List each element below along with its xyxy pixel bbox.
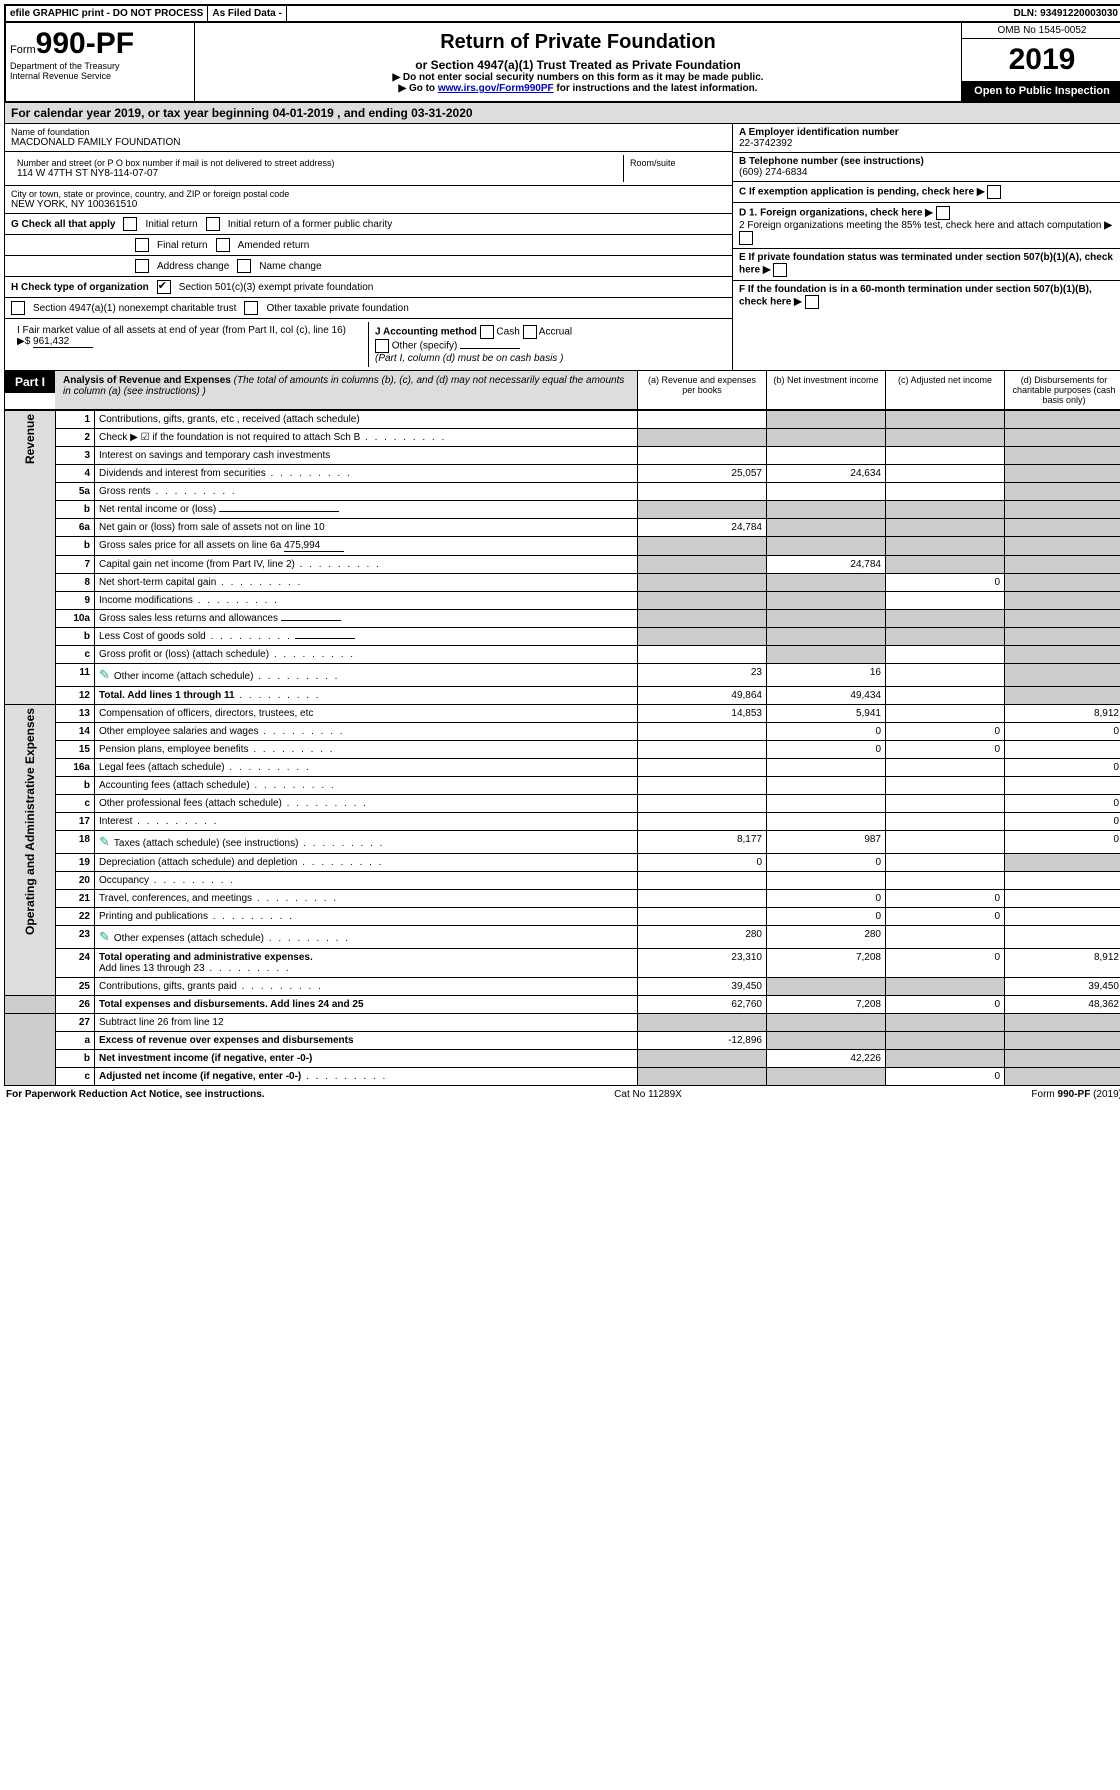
footer: For Paperwork Reduction Act Notice, see … — [4, 1086, 1120, 1103]
cb-e[interactable] — [773, 263, 787, 277]
attach-icon[interactable]: ✎ — [99, 667, 110, 682]
instr-1: ▶ Do not enter social security numbers o… — [199, 72, 957, 83]
cb-accrual[interactable] — [523, 325, 537, 339]
footer-mid: Cat No 11289X — [614, 1089, 682, 1100]
col-c: (c) Adjusted net income — [885, 371, 1004, 409]
d1-label: D 1. Foreign organizations, check here — [739, 208, 922, 219]
cb-address-change[interactable] — [135, 259, 149, 273]
form-header: Form990-PF Department of the Treasury In… — [4, 23, 1120, 103]
form-number: 990-PF — [36, 27, 134, 60]
j-note: (Part I, column (d) must be on cash basi… — [375, 353, 563, 364]
form-subtitle: or Section 4947(a)(1) Trust Treated as P… — [199, 58, 957, 72]
e-label: E If private foundation status was termi… — [739, 252, 1113, 276]
top-bar: efile GRAPHIC print - DO NOT PROCESS As … — [4, 4, 1120, 23]
h-label: H Check type of organization — [11, 282, 149, 293]
efile-label: efile GRAPHIC print - DO NOT PROCESS — [6, 6, 208, 21]
cb-d1[interactable] — [936, 206, 950, 220]
room-label: Room/suite — [630, 158, 720, 168]
form-title: Return of Private Foundation — [199, 31, 957, 54]
ein: 22-3742392 — [739, 138, 792, 149]
d2-label: 2 Foreign organizations meeting the 85% … — [739, 220, 1101, 231]
omb-number: OMB No 1545-0052 — [962, 23, 1120, 39]
info-section: Name of foundation MACDONALD FAMILY FOUN… — [4, 124, 1120, 371]
tax-year: 2019 — [962, 39, 1120, 81]
foundation-name: MACDONALD FAMILY FOUNDATION — [11, 137, 726, 148]
part1-label: Part I — [5, 371, 55, 393]
asfiled-label: As Filed Data - — [208, 6, 286, 21]
instr-2-post: for instructions and the latest informat… — [554, 83, 758, 94]
attach-icon[interactable]: ✎ — [99, 929, 110, 944]
i-value: 961,432 — [33, 336, 93, 348]
revenue-label: Revenue — [23, 414, 37, 464]
cb-amended[interactable] — [216, 238, 230, 252]
footer-left: For Paperwork Reduction Act Notice, see … — [6, 1089, 265, 1100]
calendar-year: For calendar year 2019, or tax year begi… — [4, 103, 1120, 124]
attach-icon[interactable]: ✎ — [99, 834, 110, 849]
dln-label: DLN: 93491220003030 — [1009, 6, 1120, 21]
cb-cash[interactable] — [480, 325, 494, 339]
cb-name-change[interactable] — [237, 259, 251, 273]
cb-f[interactable] — [805, 295, 819, 309]
irs-link[interactable]: www.irs.gov/Form990PF — [438, 83, 554, 94]
dept-line1: Department of the Treasury — [10, 61, 190, 71]
foundation-city: NEW YORK, NY 100361510 — [11, 199, 726, 210]
b-label: B Telephone number (see instructions) — [739, 156, 924, 167]
expenses-label: Operating and Administrative Expenses — [23, 708, 37, 935]
c-label: C If exemption application is pending, c… — [739, 187, 974, 198]
cb-4947[interactable] — [11, 301, 25, 315]
form-prefix: Form — [10, 44, 36, 56]
col-d: (d) Disbursements for charitable purpose… — [1004, 371, 1120, 409]
col-a: (a) Revenue and expenses per books — [637, 371, 766, 409]
part1-header: Part I Analysis of Revenue and Expenses … — [4, 371, 1120, 410]
foundation-addr: 114 W 47TH ST NY8-114-07-07 — [17, 168, 617, 179]
part1-title: Analysis of Revenue and Expenses — [63, 375, 231, 386]
f-label: F If the foundation is in a 60-month ter… — [739, 284, 1092, 308]
part1-table: Revenue 1Contributions, gifts, grants, e… — [4, 410, 1120, 1086]
instr-2-pre: ▶ Go to — [398, 83, 437, 94]
dept-line2: Internal Revenue Service — [10, 71, 190, 81]
cb-initial-return[interactable] — [123, 217, 137, 231]
name-label: Name of foundation — [11, 127, 726, 137]
cb-501c3[interactable] — [157, 280, 171, 294]
cb-final[interactable] — [135, 238, 149, 252]
g-label: G Check all that apply — [11, 219, 115, 230]
phone: (609) 274-6834 — [739, 167, 807, 178]
cb-initial-former[interactable] — [206, 217, 220, 231]
j-label: J Accounting method — [375, 327, 477, 338]
city-label: City or town, state or province, country… — [11, 189, 726, 199]
cb-other-taxable[interactable] — [244, 301, 258, 315]
cb-other-method[interactable] — [375, 339, 389, 353]
col-b: (b) Net investment income — [766, 371, 885, 409]
footer-right: Form 990-PF (2019) — [1031, 1089, 1120, 1100]
addr-label: Number and street (or P O box number if … — [17, 158, 617, 168]
cb-d2[interactable] — [739, 231, 753, 245]
cb-c[interactable] — [987, 185, 1001, 199]
a-label: A Employer identification number — [739, 127, 899, 138]
public-inspection: Open to Public Inspection — [962, 81, 1120, 101]
